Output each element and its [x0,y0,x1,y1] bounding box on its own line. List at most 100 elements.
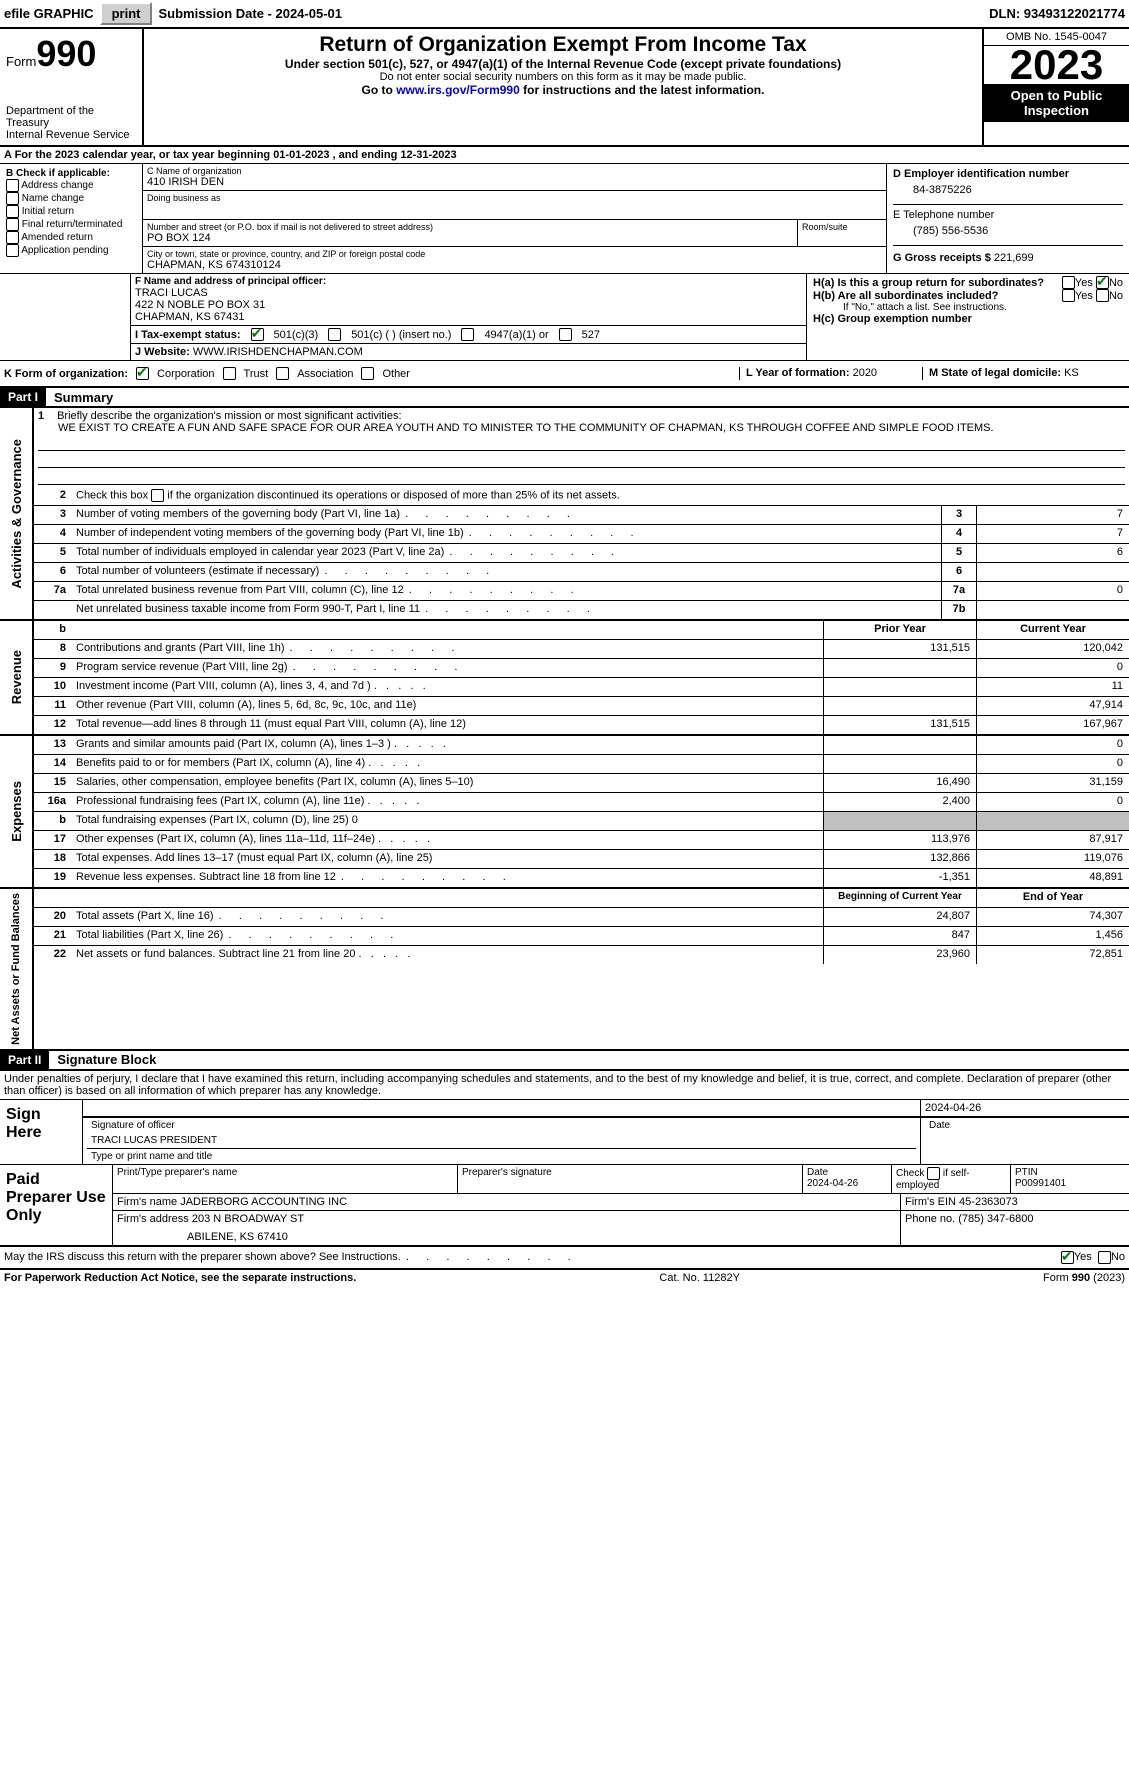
prep-date-label: Date [807,1167,887,1178]
f-addr2: CHAPMAN, KS 67431 [135,311,802,323]
checkbox-amended-return[interactable] [6,231,19,244]
f-label: F Name and address of principal officer: [135,276,802,287]
line1-text: WE EXIST TO CREATE A FUN AND SAFE SPACE … [38,422,1125,434]
checkbox-ha-no[interactable] [1096,276,1109,289]
checkbox-4947[interactable] [461,328,474,341]
val-15-cur: 31,159 [976,774,1129,792]
discuss-row: May the IRS discuss this return with the… [0,1245,1129,1268]
c-city-label: City or town, state or province, country… [147,249,882,259]
val-7a: 0 [976,582,1129,600]
check-self-prefix: Check [896,1168,927,1179]
checkbox-self-employed[interactable] [927,1167,940,1180]
form-footer: For Paperwork Reduction Act Notice, see … [0,1268,1129,1286]
expenses-section: Expenses 13Grants and similar amounts pa… [0,736,1129,889]
val-13-prior [823,736,976,754]
sig-officer-label: Signature of officer [87,1118,916,1133]
val-16a-cur: 0 [976,793,1129,811]
label-discuss-no: No [1111,1251,1125,1264]
c-name-label: C Name of organization [147,166,882,176]
revenue-section: Revenue bPrior YearCurrent Year 8Contrib… [0,621,1129,736]
val-13-cur: 0 [976,736,1129,754]
form-number: 990 [36,33,96,74]
checkbox-line2[interactable] [151,489,164,502]
firm-addr-label: Firm's address [117,1213,192,1225]
firm-name: JADERBORG ACCOUNTING INC [180,1196,347,1208]
checkbox-discuss-yes[interactable] [1061,1251,1074,1264]
checkbox-501c[interactable] [328,328,341,341]
part-i-label: Part I [0,388,46,406]
firm-city: ABILENE, KS 67410 [117,1225,896,1243]
checkbox-527[interactable] [559,328,572,341]
governance-section: Activities & Governance 1 Briefly descri… [0,408,1129,621]
checkbox-hb-no[interactable] [1096,289,1109,302]
sig-officer-name: TRACI LUCAS PRESIDENT [87,1133,916,1149]
val-12-cur: 167,967 [976,716,1129,734]
c-dba-label: Doing business as [147,193,882,203]
d-ein-label: D Employer identification number [893,168,1123,180]
firm-addr: 203 N BROADWAY ST [192,1213,304,1225]
val-16a-prior: 2,400 [823,793,976,811]
label-assoc: Association [297,368,353,380]
checkbox-ha-yes[interactable] [1062,276,1075,289]
form-prefix: Form [6,54,36,69]
label-discuss-yes: Yes [1074,1251,1092,1264]
label-hb-no: No [1109,290,1123,302]
checkbox-other[interactable] [361,367,374,380]
label-other: Other [382,368,410,380]
label-4947: 4947(a)(1) or [484,329,548,341]
line3-label: Number of voting members of the governin… [72,506,941,524]
checkbox-discuss-no[interactable] [1098,1251,1111,1264]
val-18-prior: 132,866 [823,850,976,868]
line1-label: Briefly describe the organization's miss… [57,410,401,422]
tax-year: 2023 [984,46,1129,84]
val-4: 7 [976,525,1129,543]
hb-label: H(b) Are all subordinates included? [813,290,1062,302]
checkbox-app-pending[interactable] [6,244,19,257]
line2-suffix: if the organization discontinued its ope… [164,489,620,501]
expenses-vlabel: Expenses [7,777,26,846]
section-bcdefg: B Check if applicable: Address change Na… [0,164,1129,274]
i-label: I Tax-exempt status: [135,329,241,341]
line20-label: Total assets (Part X, line 16) [72,908,823,926]
paperwork-notice: For Paperwork Reduction Act Notice, see … [4,1272,356,1284]
firm-ein: 45-2363073 [959,1196,1018,1208]
checkbox-corp[interactable] [136,367,149,380]
checkbox-trust[interactable] [223,367,236,380]
label-501c3: 501(c)(3) [274,329,319,341]
m-label: M State of legal domicile: [929,367,1061,379]
mission-blank-2 [38,453,1125,468]
val-15-prior: 16,490 [823,774,976,792]
line16a-label: Professional fundraising fees (Part IX, … [72,793,823,811]
val-21-prior: 847 [823,927,976,945]
prep-date: 2024-04-26 [807,1178,887,1189]
checkbox-hb-yes[interactable] [1062,289,1075,302]
val-16b-cur [976,812,1129,830]
print-button[interactable]: print [100,2,153,25]
g-gross-label: G Gross receipts $ [893,252,991,264]
ssn-note: Do not enter social security numbers on … [150,71,976,83]
checkbox-501c3[interactable] [251,328,264,341]
prior-year-header: Prior Year [823,621,976,639]
label-app-pending: Application pending [21,245,108,256]
val-19-cur: 48,891 [976,869,1129,887]
checkbox-initial-return[interactable] [6,205,19,218]
line7b-label: Net unrelated business taxable income fr… [72,601,941,619]
sig-type-label: Type or print name and title [87,1149,916,1164]
checkbox-final-return[interactable] [6,218,19,231]
val-17-prior: 113,976 [823,831,976,849]
line21-label: Total liabilities (Part X, line 26) [72,927,823,945]
checkbox-name-change[interactable] [6,192,19,205]
firm-name-label: Firm's name [117,1196,180,1208]
phone: (785) 347-6800 [958,1213,1033,1225]
checkbox-assoc[interactable] [276,367,289,380]
line-a: A For the 2023 calendar year, or tax yea… [0,147,1129,164]
label-ha-yes: Yes [1075,277,1093,289]
checkbox-address-change[interactable] [6,179,19,192]
label-501c: 501(c) ( ) (insert no.) [351,329,451,341]
f-addr1: 422 N NOBLE PO BOX 31 [135,299,802,311]
goto-link[interactable]: www.irs.gov/Form990 [396,83,520,97]
j-label: J Website: [135,346,193,358]
ptin-label: PTIN [1015,1167,1125,1178]
val-10-prior [823,678,976,696]
c-room-label: Room/suite [797,220,886,246]
